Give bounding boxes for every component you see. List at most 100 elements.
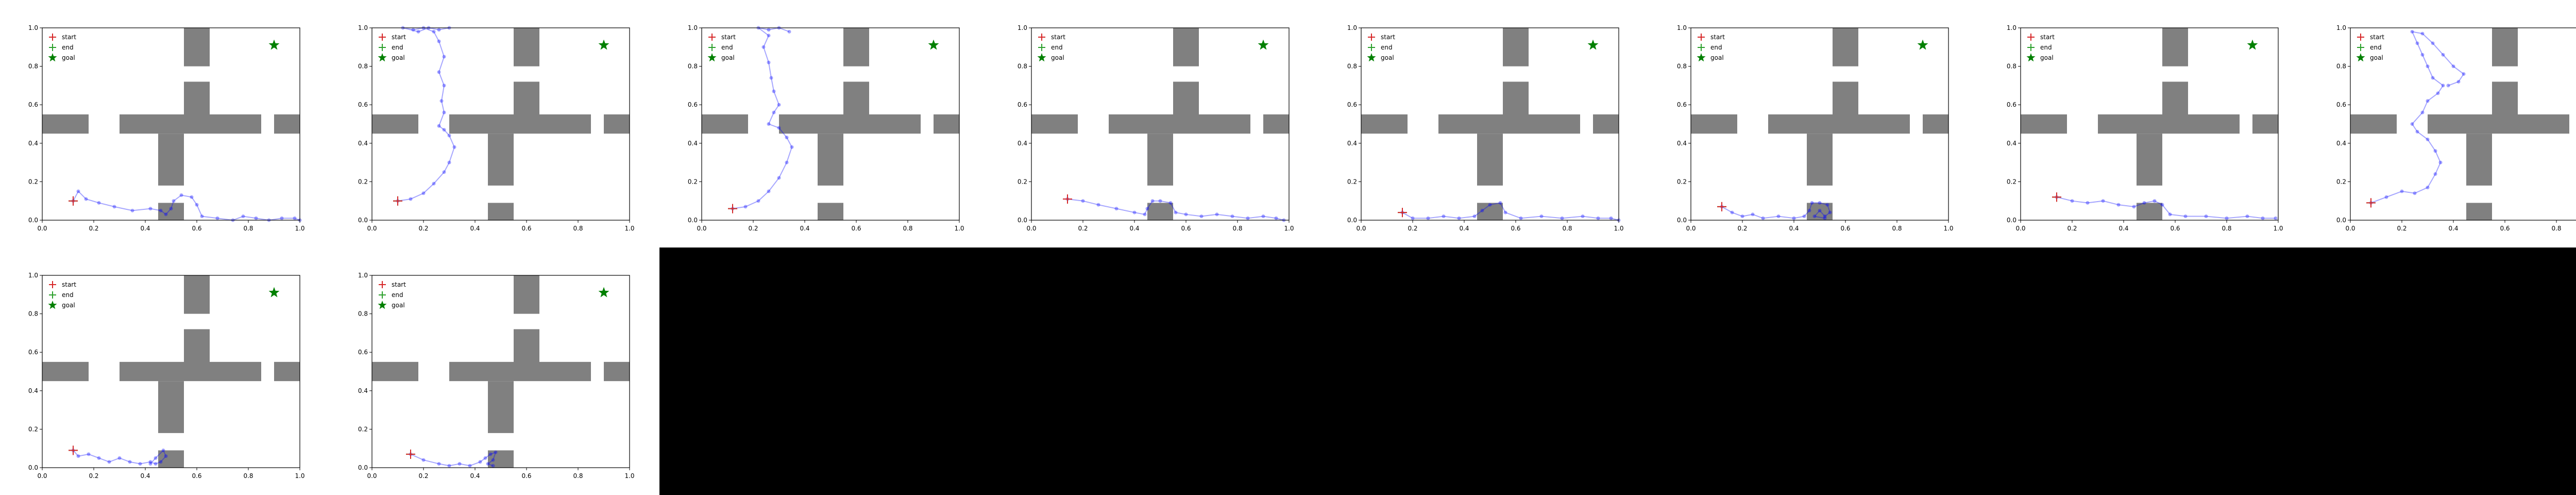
y-tick-label: 0.4 [28,387,38,394]
obstacle-6 [2466,134,2492,186]
x-tick-label: 1.0 [624,472,634,480]
y-tick-label: 0.2 [28,425,38,433]
legend-start-label: start [721,34,736,41]
obstacle-6 [158,134,184,186]
y-tick-label: 0.2 [2007,178,2016,185]
trajectory-point [2415,129,2419,134]
legend-start-label: start [1381,34,1395,41]
trajectory-point [1145,207,1149,211]
legend-goal-label: goal [2040,54,2054,61]
y-tick-label: 0.4 [1018,140,1027,147]
y-tick-label: 0.4 [28,140,38,147]
trajectory-point [478,460,482,464]
trajectory-point [447,134,451,138]
trajectory-point [1823,216,1827,220]
legend-start-marker [49,281,56,288]
obstacle-2 [2021,114,2067,134]
legend-start-label: start [62,281,76,288]
x-tick-label: 0.6 [1511,225,1520,232]
trajectory-point [767,34,771,38]
legend-end-label: end [1710,44,1722,51]
trajectory-point [491,464,495,468]
x-tick-label: 0.6 [192,225,201,232]
x-tick-label: 0.8 [2222,225,2231,232]
trajectory-point [1174,210,1178,214]
trajectory-point [1609,216,1613,220]
trajectory-point [1498,201,1502,205]
goal-marker [598,287,609,298]
trajectory-point [1761,216,1765,220]
trajectory-line [1721,202,1831,219]
trajectory-point [437,462,441,466]
trajectory-point [416,29,420,34]
trajectory-point [1246,216,1250,220]
legend-end-marker [2027,44,2035,51]
trajectory-point [2436,91,2440,95]
legend-goal-marker [378,301,387,309]
trajectory-point [148,207,152,211]
trajectory-point [97,201,101,205]
obstacle-7 [1807,203,1833,220]
obstacle-5 [274,114,300,134]
y-tick-label: 1.0 [1018,24,1027,31]
start-marker [393,196,402,206]
legend-start-label: start [1710,34,1725,41]
start-marker [1398,208,1407,218]
legend-goal-marker [2026,53,2036,62]
obstacle-5 [934,114,959,134]
obstacle-6 [1477,134,1503,186]
y-tick-label: 0.0 [2336,217,2346,224]
x-tick-label: 1.0 [295,472,304,480]
y-tick-label: 0.8 [2007,63,2016,70]
legend-goal-label: goal [1051,54,1064,61]
trajectory-point [1596,216,1600,220]
trajectory-point [2413,191,2417,195]
x-tick-label: 0.2 [748,225,758,232]
x-tick-label: 0.8 [243,472,253,480]
trajectory-point [2420,31,2425,36]
y-tick-label: 0.6 [688,101,698,108]
legend-end-label: end [1381,44,1393,51]
trajectory-point [154,456,158,460]
x-tick-label: 0.6 [1840,225,1850,232]
trajectory-point [1825,203,1829,207]
obstacle-5 [604,114,630,134]
obstacle-5 [2252,114,2278,134]
legend: start end goal [1037,34,1065,62]
trajectory-point [421,458,426,462]
legend-end-label: end [62,291,74,299]
legend-goal-marker [707,53,717,62]
subplot-7: 0.0 0.2 0.4 0.6 0.8 1.0 0.0 0.2 0.4 0.6 0.8 1.0 star… [2007,24,2283,232]
trajectory-point [159,208,163,212]
trajectory-point [432,182,436,186]
obstacle-6 [488,134,514,186]
y-tick-label: 0.6 [28,101,38,108]
y-tick-label: 1.0 [2336,24,2346,31]
x-tick-label: 0.8 [903,225,912,232]
legend: start end goal [2356,34,2384,62]
trajectory-point [2462,72,2466,76]
y-tick-label: 0.6 [358,349,368,356]
trajectory-point [2415,41,2419,45]
trajectory-point [2274,216,2278,220]
trajectory-point [483,456,487,460]
trajectory-point [200,214,204,219]
axes-frame [42,275,300,468]
obstacle-4 [184,329,210,372]
trajectory-point [128,460,132,464]
y-tick-label: 1.0 [358,272,368,279]
trajectory-point [777,176,781,180]
trajectory-point [1503,210,1507,214]
x-tick-label: 0.4 [140,225,150,232]
obstacle-5 [274,361,300,382]
obstacle-7 [2137,203,2162,220]
trajectory-point [1426,216,1430,220]
y-tick-label: 0.2 [1677,178,1687,185]
trajectory-point [790,145,794,149]
y-tick-label: 0.0 [28,217,38,224]
trajectory-line [1402,202,1619,221]
axes-frame [371,27,630,221]
obstacle-7 [2466,203,2492,220]
trajectory-point [2438,160,2443,164]
legend-end-marker [49,291,56,299]
